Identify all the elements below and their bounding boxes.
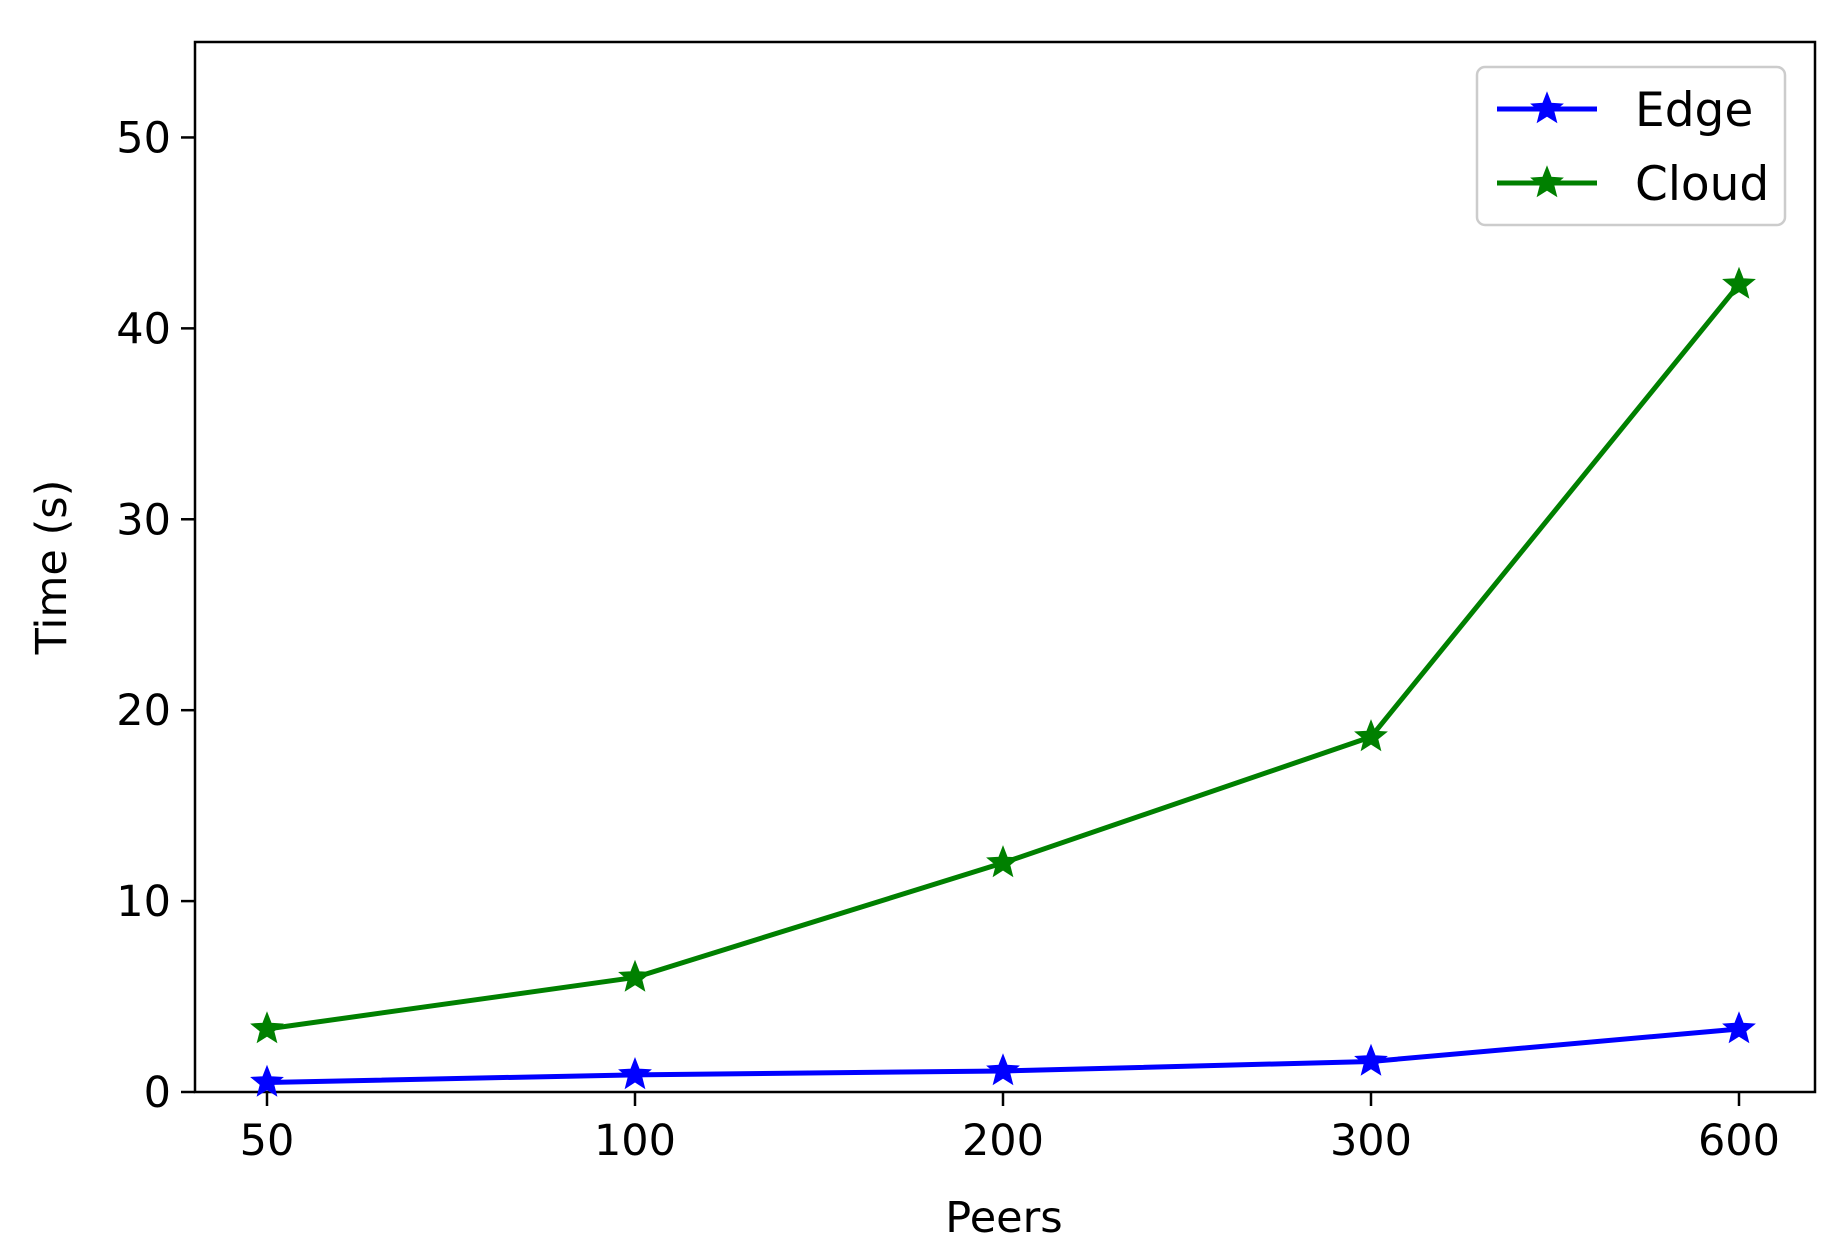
data-point-edge <box>1722 1011 1756 1044</box>
data-point-cloud <box>618 959 652 992</box>
data-point-edge <box>1354 1043 1388 1076</box>
series-layer <box>250 266 1756 1097</box>
legend-label-cloud: Cloud <box>1635 157 1769 212</box>
x-tick-label: 100 <box>594 1116 676 1166</box>
data-point-cloud <box>1354 719 1388 752</box>
x-tick-label: 50 <box>240 1116 295 1166</box>
data-point-cloud <box>250 1011 284 1044</box>
legend-marker-edge <box>1530 91 1564 124</box>
y-axis-label: Time (s) <box>27 480 77 656</box>
data-point-cloud <box>986 845 1020 878</box>
x-axis-label: Peers <box>945 1193 1062 1243</box>
plot-frame <box>193 40 1817 1094</box>
x-axis-ticks: 50 100 200 300 600 <box>240 1092 1780 1166</box>
y-tick-label: 10 <box>116 877 171 927</box>
legend-label-edge: Edge <box>1635 83 1753 138</box>
data-point-edge <box>618 1057 652 1090</box>
x-tick-label: 200 <box>962 1116 1044 1166</box>
x-tick-label: 300 <box>1330 1116 1412 1166</box>
legend: Edge Cloud <box>1475 65 1787 227</box>
y-tick-label: 30 <box>116 495 171 545</box>
data-point-edge <box>986 1053 1020 1086</box>
y-tick-label: 20 <box>116 686 171 736</box>
y-tick-label: 50 <box>116 113 171 163</box>
y-tick-label: 40 <box>116 304 171 354</box>
y-axis-ticks: 0 10 20 30 40 50 <box>116 113 195 1118</box>
legend-marker-cloud <box>1530 165 1564 198</box>
x-tick-label: 600 <box>1698 1116 1780 1166</box>
y-tick-label: 0 <box>144 1068 171 1118</box>
series-line-cloud <box>266 282 1741 1032</box>
data-point-edge <box>250 1064 284 1097</box>
data-point-cloud <box>1722 266 1756 299</box>
